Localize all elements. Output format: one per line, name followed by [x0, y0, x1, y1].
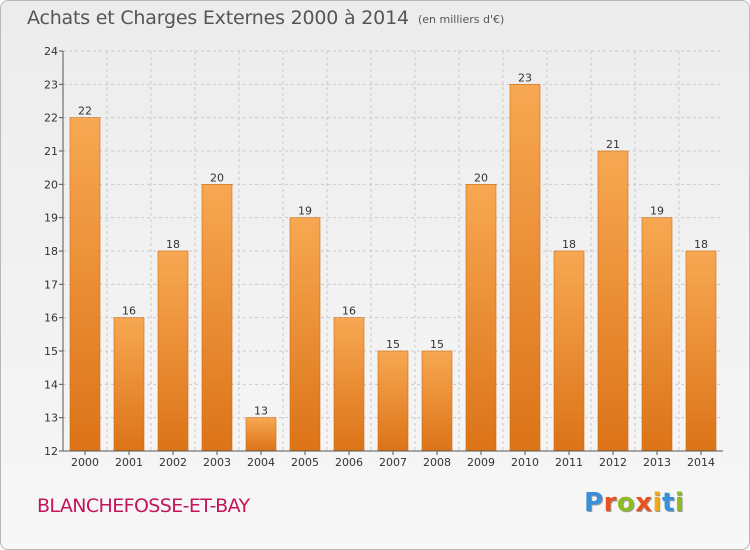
y-tick-label: 16 [44, 312, 58, 325]
x-tick-label: 2013 [643, 456, 671, 469]
x-tick-label: 2007 [379, 456, 407, 469]
bar-2011[interactable] [553, 250, 585, 452]
bar-2008[interactable] [421, 350, 453, 452]
x-tick-label: 2002 [159, 456, 187, 469]
data-label-2007: 15 [386, 338, 400, 351]
x-tick-label: 2008 [423, 456, 451, 469]
data-label-2009: 20 [474, 171, 488, 184]
y-tick-label: 14 [44, 378, 58, 391]
data-label-2014: 18 [694, 238, 708, 251]
data-label-2006: 16 [342, 305, 356, 318]
proxiti-logo[interactable]: Proxiti [584, 488, 684, 518]
bar-2009[interactable] [465, 184, 497, 452]
axes: 12 13 14 15 16 17 18 19 20 21 22 23 24 2000 2001 2002 20… [44, 45, 723, 469]
x-tick-label: 2001 [115, 456, 143, 469]
y-tick-label: 23 [44, 78, 58, 91]
data-label-2001: 16 [122, 305, 136, 318]
y-tick-label: 18 [44, 245, 58, 258]
logo-letter: i [652, 488, 662, 518]
y-tick-label: 24 [44, 45, 58, 58]
bars: 22 16 18 20 13 19 16 15 15 20 23 18 21 19 18 [69, 71, 717, 452]
x-tick-label: 2004 [247, 456, 275, 469]
data-label-2000: 22 [78, 105, 92, 118]
bar-2000[interactable] [69, 117, 101, 452]
x-tick-label: 2006 [335, 456, 363, 469]
y-tick-label: 17 [44, 278, 58, 291]
bar-2004[interactable] [245, 417, 277, 452]
y-tick-label: 15 [44, 345, 58, 358]
x-tick-label: 2010 [511, 456, 539, 469]
logo-letter: o [616, 488, 636, 518]
y-tick-label: 22 [44, 112, 58, 125]
commune-name: BLANCHEFOSSE-ET-BAY [37, 495, 250, 517]
bar-2001[interactable] [113, 317, 145, 452]
x-tick-label: 2011 [555, 456, 583, 469]
data-label-2012: 21 [606, 138, 620, 151]
logo-letter: x [635, 488, 653, 518]
logo-letter: r [603, 488, 617, 518]
logo-letter: i [674, 488, 685, 518]
x-tick-label: 2012 [599, 456, 627, 469]
data-label-2004: 13 [254, 405, 268, 418]
logo-letter: t [661, 488, 675, 518]
bar-2006[interactable] [333, 317, 365, 452]
bar-2012[interactable] [597, 150, 629, 452]
y-tick-label: 13 [44, 412, 58, 425]
y-tick-label: 20 [44, 178, 58, 191]
x-tick-label: 2003 [203, 456, 231, 469]
x-tick-label: 2000 [71, 456, 99, 469]
y-tick-label: 21 [44, 145, 58, 158]
chart-title: Achats et Charges Externes 2000 à 2014 [27, 7, 409, 29]
bar-2003[interactable] [201, 184, 233, 452]
chart-unit: (en milliers d'€) [418, 13, 505, 26]
bar-2010[interactable] [509, 84, 541, 452]
bar-2013[interactable] [641, 217, 673, 452]
data-label-2010: 23 [518, 71, 532, 84]
x-tick-label: 2009 [467, 456, 495, 469]
bar-2014[interactable] [685, 250, 717, 452]
data-label-2005: 19 [298, 205, 312, 218]
y-tick-label: 12 [44, 445, 58, 458]
y-tick-label: 19 [44, 212, 58, 225]
x-tick-label: 2005 [291, 456, 319, 469]
bar-2002[interactable] [157, 250, 189, 452]
logo-letter: P [584, 488, 604, 518]
data-label-2013: 19 [650, 205, 664, 218]
bar-2007[interactable] [377, 350, 409, 452]
data-label-2002: 18 [166, 238, 180, 251]
x-tick-label: 2014 [687, 456, 715, 469]
data-label-2003: 20 [210, 171, 224, 184]
data-label-2011: 18 [562, 238, 576, 251]
data-label-2008: 15 [430, 338, 444, 351]
bar-2005[interactable] [289, 217, 321, 452]
